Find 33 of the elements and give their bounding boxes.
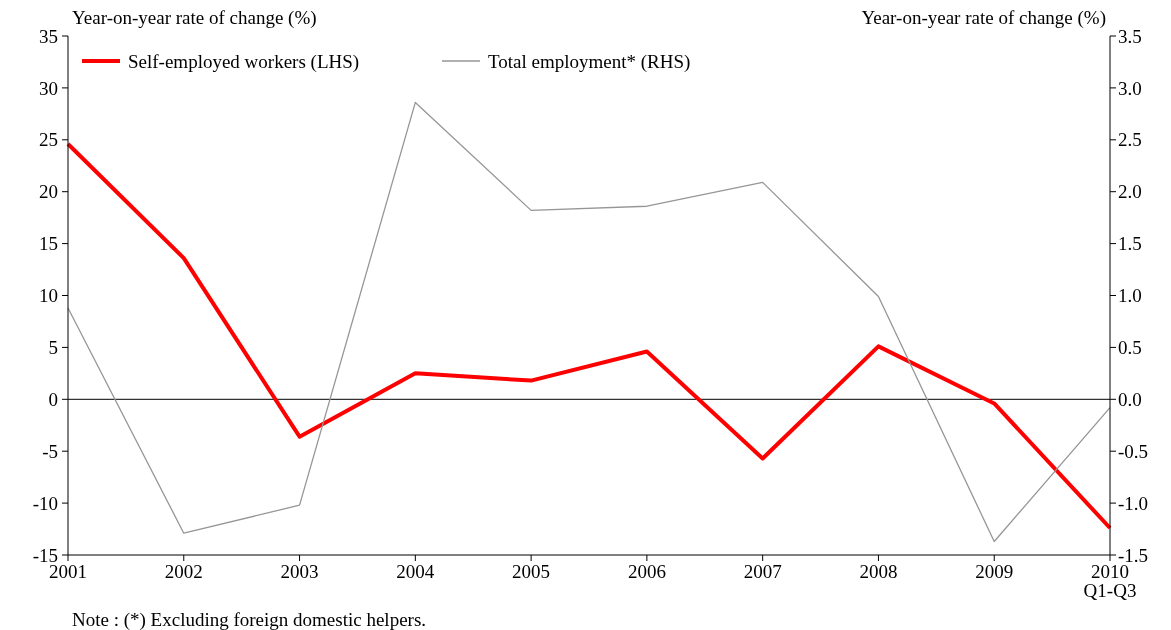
y-tick-label: 30 (39, 77, 58, 99)
x-tick-label: 2006 (627, 561, 666, 582)
y2-tick-label: -1.0 (1118, 492, 1149, 514)
text: Note : (*) Excluding foreign domestic helpers. (72, 609, 427, 630)
y2-tick-label: 0.0 (1118, 388, 1142, 410)
x-tick-label: 2005 (512, 561, 551, 582)
y2-tick-label: 2.5 (1118, 129, 1142, 151)
y-tick-label: 25 (39, 129, 58, 151)
x-tick-label: 2002 (164, 561, 203, 582)
y-tick-label: 0 (48, 388, 58, 410)
x-tick-label: 2009 (975, 561, 1014, 582)
y-tick-label: 5 (48, 337, 58, 359)
y2-tick-label: 3.5 (1118, 25, 1142, 47)
y2-tick-label: 3.0 (1118, 77, 1142, 99)
y-tick-label: 35 (39, 25, 58, 47)
y-tick-label: -5 (42, 440, 58, 462)
y2-tick-label: -0.5 (1118, 440, 1149, 462)
x-tick-label: 2003 (280, 561, 319, 582)
legend-label: Total employment* (RHS) (488, 50, 691, 73)
x-tick-label: 2004 (396, 561, 435, 582)
x-tick-label: 2007 (743, 561, 782, 582)
y2-tick-label: 0.5 (1118, 337, 1142, 359)
x-tick-label: 2008 (859, 561, 898, 582)
y-tick-label: -10 (32, 492, 58, 514)
y-tick-label: 15 (39, 233, 58, 255)
y2-axis-title: Year-on-year rate of change (%) (861, 7, 1106, 29)
y-tick-label: 10 (39, 285, 58, 307)
y2-tick-label: 1.0 (1118, 285, 1142, 307)
y2-tick-label: 2.0 (1118, 181, 1142, 203)
y2-tick-label: 1.5 (1118, 233, 1142, 255)
y-axis-title: Year-on-year rate of change (%) (72, 7, 317, 29)
legend-label: Self-employed workers (LHS) (128, 50, 360, 73)
y-tick-label: 20 (39, 181, 58, 203)
